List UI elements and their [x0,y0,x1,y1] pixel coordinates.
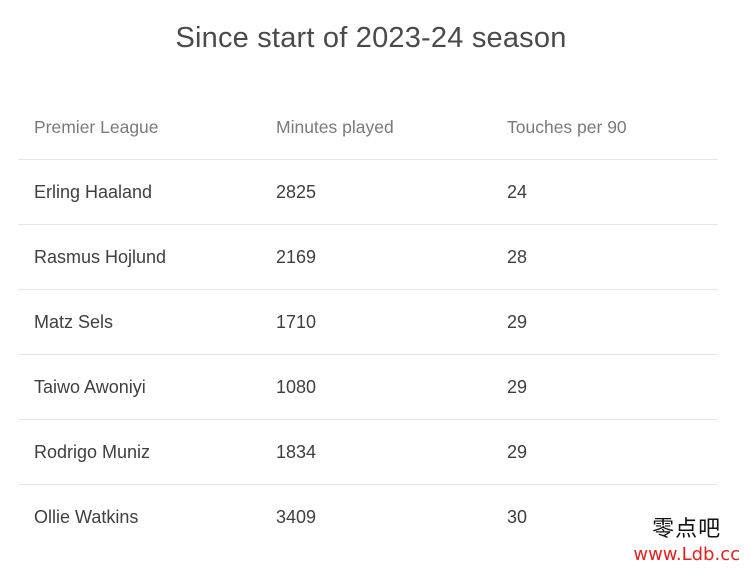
table-row: Rodrigo Muniz 1834 29 [18,420,718,485]
watermark-chinese-text: 零点吧 [652,517,722,542]
minutes-played-cell: 3409 [276,507,317,527]
column-header-touches-per-90: Touches per 90 [507,117,627,137]
touches-per-90-cell: 28 [507,247,528,267]
touches-per-90-cell: 29 [507,312,528,332]
minutes-played-cell: 1710 [276,312,317,332]
touches-per-90-cell: 30 [507,507,528,527]
watermark-url: www.Ldb.cc [633,544,740,565]
minutes-played-cell: 2825 [276,182,317,202]
touches-per-90-cell: 29 [507,442,528,462]
column-header-competition: Premier League [34,117,159,137]
touches-per-90-cell: 29 [507,377,528,397]
touches-per-90-cell: 24 [507,182,528,202]
minutes-played-cell: 1080 [276,377,317,397]
player-name-cell: Taiwo Awoniyi [34,377,146,397]
table-row: Erling Haaland 2825 24 [18,160,718,225]
player-name-cell: Rasmus Hojlund [34,247,167,267]
table-header-row: Premier League Minutes played Touches pe… [18,95,718,160]
player-name-cell: Erling Haaland [34,182,153,202]
table-row: Rasmus Hojlund 2169 28 [18,225,718,290]
minutes-played-cell: 2169 [276,247,317,267]
table-row: Taiwo Awoniyi 1080 29 [18,355,718,420]
page-title: Since start of 2023-24 season [175,22,567,54]
player-name-cell: Rodrigo Muniz [34,442,151,462]
player-name-cell: Ollie Watkins [34,507,139,527]
site-watermark: 零点吧 www.Ldb.cc [633,517,740,567]
player-name-cell: Matz Sels [34,312,114,332]
table-row: Matz Sels 1710 29 [18,290,718,355]
stats-table: Premier League Minutes played Touches pe… [18,95,718,549]
minutes-played-cell: 1834 [276,442,317,462]
table-row: Ollie Watkins 3409 30 [18,485,718,549]
column-header-minutes-played: Minutes played [276,117,394,137]
